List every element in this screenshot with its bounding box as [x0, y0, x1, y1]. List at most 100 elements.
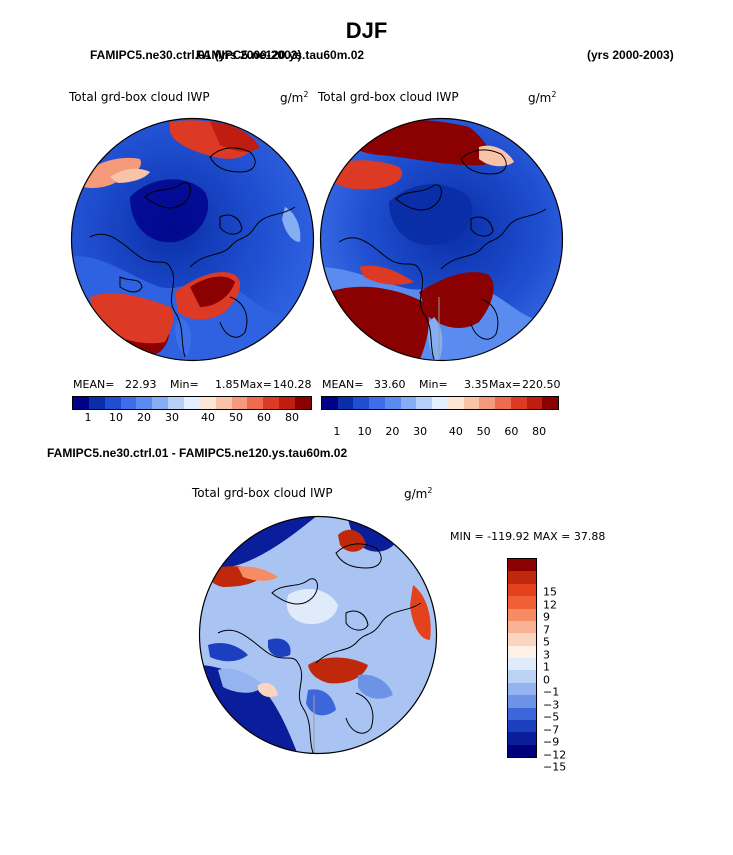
colorbar-swatch	[337, 397, 354, 409]
colorbar-swatch	[508, 695, 536, 708]
colorbar-swatch	[120, 397, 137, 409]
colorbar-difference-labels: 15 12 9 7 5 3 1 0 −1 −3 −5 −7 −9 −12 −15	[543, 586, 583, 786]
diff-header: FAMIPC5.ne30.ctrl.01 - FAMIPC5.ne120.ys.…	[47, 446, 348, 460]
colorbar-swatch	[416, 397, 433, 409]
colorbar-swatch	[215, 397, 232, 409]
colorbar-swatch	[508, 682, 536, 696]
map2-units: g/m2	[528, 90, 557, 105]
colorbar-swatch	[495, 397, 511, 409]
colorbar-tick-label: −12	[543, 748, 567, 762]
colorbar-swatch	[353, 397, 370, 409]
colorbar-tick-label: 30	[413, 425, 428, 438]
colorbar-swatch	[104, 397, 121, 409]
panel-header-left-a: FAMIPC5.ne30.ctrl.01 (yrs 2000-2003)	[90, 48, 302, 62]
polar-map-ne120	[319, 117, 564, 362]
colorbar-difference	[507, 558, 537, 758]
colorbar-tick-label: 7	[543, 623, 550, 637]
colorbar-swatch	[508, 559, 536, 572]
colorbar-tick-label: 40	[201, 411, 215, 424]
map3-units: g/m2	[404, 486, 433, 501]
map1-stats: MEAN= 22.93 Min= 1.85 Max= 140.28	[73, 378, 312, 391]
colorbar-swatch	[526, 397, 543, 409]
colorbar-swatch	[508, 645, 536, 658]
colorbar-swatch	[542, 397, 559, 409]
colorbar-swatch	[508, 596, 536, 609]
colorbar-tick-label: 1	[333, 425, 341, 438]
colorbar-swatch	[136, 397, 153, 409]
colorbar-swatch	[184, 397, 200, 409]
colorbar-swatch	[247, 397, 264, 409]
map3-field-label: Total grd-box cloud IWP	[192, 486, 333, 500]
polar-map-ctrl	[70, 117, 315, 362]
colorbar-tick-label: 50	[476, 425, 491, 438]
colorbar-swatch	[508, 620, 536, 634]
colorbar-swatch	[508, 670, 536, 683]
colorbar-swatch	[479, 397, 496, 409]
colorbar-swatch	[400, 397, 417, 409]
colorbar-tick-label: 60	[257, 411, 271, 424]
map1-units: g/m2	[280, 90, 309, 105]
colorbar-tick-label: 3	[543, 648, 550, 662]
colorbar-tick-label: 10	[109, 411, 123, 424]
colorbar-tick-label: 80	[285, 411, 299, 424]
colorbar-swatch	[152, 397, 169, 409]
map2-stats: MEAN= 33.60 Min= 3.35 Max= 220.50	[322, 378, 561, 391]
colorbar-swatch	[199, 397, 216, 409]
colorbar-swatch	[508, 571, 536, 584]
colorbar-swatch	[322, 397, 338, 409]
colorbar-swatch	[168, 397, 185, 409]
colorbar-tick-label: 12	[543, 598, 557, 612]
colorbar-tick-label: 20	[385, 425, 400, 438]
colorbar-swatch	[508, 633, 536, 646]
colorbar-swatch	[508, 658, 536, 671]
colorbar-tick-label: 0	[543, 673, 550, 687]
polar-map-difference	[198, 515, 438, 755]
colorbar-tick-label: 20	[137, 411, 151, 424]
colorbar-tick-label: 9	[543, 610, 550, 624]
colorbar-tick-label: 40	[448, 425, 463, 438]
colorbar-swatch	[508, 719, 536, 733]
colorbar-tick-label: 5	[543, 635, 550, 649]
colorbar-swatch	[447, 397, 464, 409]
colorbar-tick-label: −3	[543, 698, 560, 712]
colorbar-tick-label: 50	[229, 411, 243, 424]
colorbar-tick-label: −9	[543, 735, 560, 749]
colorbar-tick-label: −7	[543, 723, 560, 737]
colorbar-swatch	[231, 397, 248, 409]
colorbar-tick-label: 15	[543, 585, 557, 599]
colorbar-swatch	[508, 608, 536, 621]
map2-field-label: Total grd-box cloud IWP	[318, 90, 459, 104]
colorbar-swatch	[508, 732, 536, 745]
colorbar-tick-label: 80	[532, 425, 547, 438]
colorbar-swatch	[508, 583, 536, 597]
colorbar-swatch	[263, 397, 280, 409]
colorbar-tick-label: −5	[543, 710, 560, 724]
panel-header-right: (yrs 2000-2003)	[587, 48, 674, 62]
colorbar-swatch	[88, 397, 105, 409]
diff-minmax: MIN = -119.92 MAX = 37.88	[450, 530, 606, 543]
colorbar-ne120-labels: 1 10 20 30 40 50 60 80	[321, 425, 559, 439]
colorbar-swatch	[508, 707, 536, 720]
colorbar-swatch	[510, 397, 527, 409]
colorbar-tick-label: −15	[543, 760, 567, 774]
colorbar-swatch	[369, 397, 385, 409]
colorbar-tick-label: −1	[543, 685, 560, 699]
panel-header-left-b: FAMIPC5.ne120.ys.tau60m.02	[196, 48, 365, 62]
map1-field-label: Total grd-box cloud IWP	[69, 90, 210, 104]
colorbar-ne120	[321, 396, 559, 410]
colorbar-swatch	[73, 397, 89, 409]
colorbar-swatch	[463, 397, 480, 409]
colorbar-swatch	[295, 397, 311, 409]
figure-title: DJF	[345, 18, 388, 43]
colorbar-ctrl	[72, 396, 312, 410]
colorbar-ctrl-labels: 1 10 20 30 40 50 60 80	[72, 411, 312, 425]
colorbar-swatch	[508, 744, 536, 757]
colorbar-swatch	[384, 397, 401, 409]
colorbar-tick-label: 60	[504, 425, 519, 438]
colorbar-swatch	[279, 397, 296, 409]
colorbar-tick-label: 1	[543, 660, 550, 674]
colorbar-tick-label: 10	[357, 425, 372, 438]
colorbar-tick-label: 1	[84, 411, 92, 424]
colorbar-swatch	[432, 397, 448, 409]
colorbar-tick-label: 30	[165, 411, 179, 424]
